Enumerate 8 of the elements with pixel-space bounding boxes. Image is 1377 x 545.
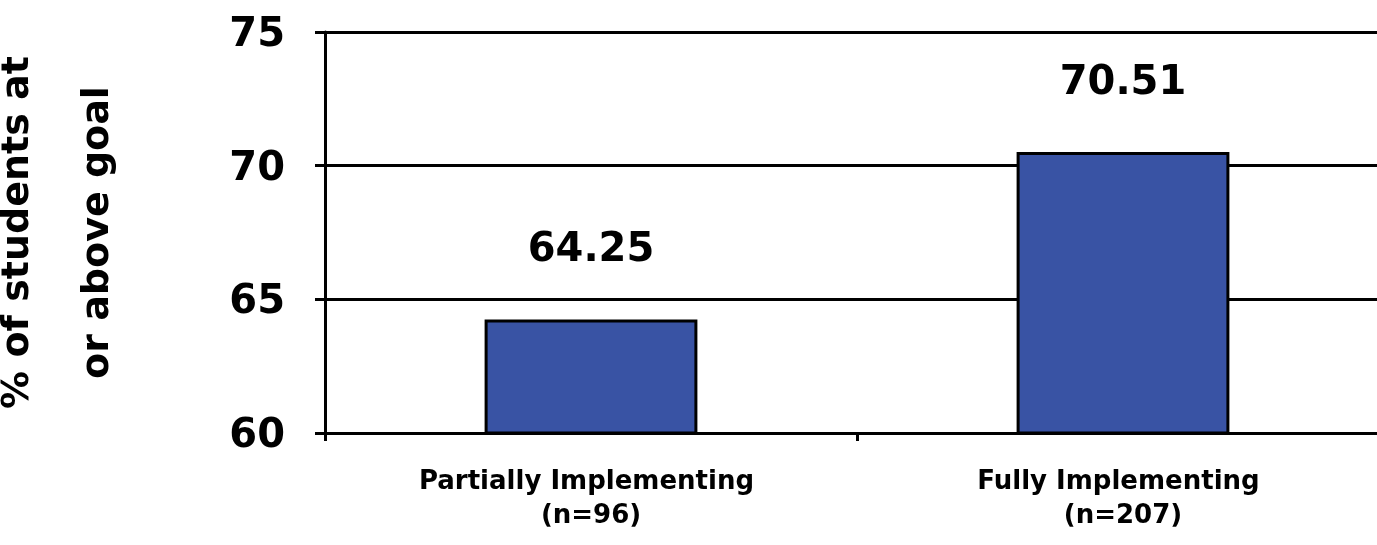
- x-tick-label: Fully Implementing (n=207): [977, 465, 1269, 529]
- y-tick-label: 60: [229, 410, 285, 456]
- y-tick-label: 75: [229, 9, 285, 55]
- data-label: 70.51: [1059, 57, 1187, 104]
- y-tick-label: 70: [229, 142, 285, 189]
- data-label: 64.25: [527, 224, 655, 271]
- y-tick-label: 65: [229, 276, 285, 323]
- x-tick-label: Partially Implementing (n=96): [418, 465, 764, 529]
